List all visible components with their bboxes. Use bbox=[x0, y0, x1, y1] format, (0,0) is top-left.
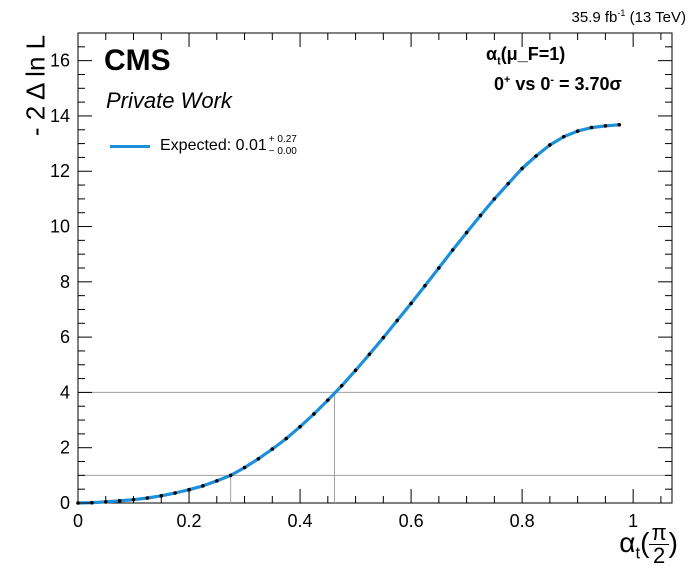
data-point bbox=[464, 230, 469, 235]
legend-error-down: − 0.00 bbox=[268, 146, 297, 157]
reference-lines bbox=[78, 391, 672, 503]
data-point bbox=[284, 436, 288, 441]
data-point bbox=[395, 318, 400, 323]
data-point bbox=[242, 465, 247, 470]
data-point bbox=[561, 134, 566, 139]
y-tick-label: 6 bbox=[60, 327, 70, 347]
data-point bbox=[339, 383, 344, 388]
legend: Expected: 0.01 + 0.27 − 0.00 bbox=[110, 134, 297, 158]
y-tick-label: 4 bbox=[60, 382, 70, 402]
data-point bbox=[228, 473, 233, 478]
x-tick-label: 0.8 bbox=[510, 511, 535, 531]
legend-label-expected: Expected: 0.01 bbox=[160, 137, 267, 154]
data-point bbox=[214, 479, 219, 483]
data-point bbox=[256, 456, 261, 461]
y-tick-label: 12 bbox=[50, 161, 70, 181]
y-tick-label: 10 bbox=[50, 217, 70, 237]
series-line bbox=[77, 123, 620, 505]
data-point bbox=[117, 498, 122, 503]
data-point bbox=[478, 213, 483, 218]
data-point bbox=[520, 166, 524, 171]
x-tick-label: 0.6 bbox=[399, 511, 424, 531]
y-tick-label: 16 bbox=[50, 51, 70, 71]
legend-swatch-expected bbox=[110, 144, 150, 148]
data-point bbox=[312, 412, 316, 416]
x-tick-label: 0.4 bbox=[288, 511, 313, 531]
data-point bbox=[603, 124, 608, 128]
data-point bbox=[423, 283, 427, 288]
experiment-label: CMS bbox=[104, 44, 171, 77]
data-point bbox=[326, 398, 330, 402]
data-point bbox=[145, 496, 150, 500]
x-tick-label: 1 bbox=[628, 511, 638, 531]
y-axis-label: - 2 Δ ln L bbox=[20, 34, 51, 137]
data-point bbox=[575, 129, 580, 133]
y-tick-label: 0 bbox=[60, 493, 70, 513]
data-point bbox=[409, 301, 413, 306]
x-axis-ticks: 0 0.2 0.4 0.6 0.8 1 bbox=[73, 33, 662, 531]
data-point bbox=[534, 154, 538, 158]
data-point bbox=[506, 181, 511, 186]
data-point bbox=[548, 143, 552, 147]
data-point bbox=[617, 122, 622, 127]
data-point bbox=[353, 368, 358, 373]
data-point bbox=[589, 125, 594, 130]
significance-label: 0+ vs 0- = 3.70σ bbox=[494, 74, 622, 94]
legend-error-up: + 0.27 bbox=[268, 134, 297, 145]
data-point bbox=[159, 494, 164, 498]
data-point bbox=[173, 491, 177, 495]
data-point bbox=[381, 335, 386, 340]
data-point bbox=[492, 197, 497, 201]
data-point bbox=[270, 447, 275, 451]
data-point bbox=[298, 424, 302, 429]
y-tick-label: 2 bbox=[60, 438, 70, 458]
luminosity-label: 35.9 fb-1 (13 TeV) bbox=[571, 8, 686, 26]
x-tick-label: 0.2 bbox=[177, 511, 202, 531]
status-label: Private Work bbox=[106, 88, 232, 113]
data-point bbox=[437, 266, 441, 270]
x-axis-label: αt(π 2) bbox=[619, 520, 678, 568]
x-tick-label: 0 bbox=[73, 511, 83, 531]
legend-error-stack: + 0.27 − 0.00 bbox=[269, 134, 297, 158]
y-axis-ticks: 0 2 4 6 8 10 12 14 16 bbox=[50, 32, 672, 513]
model-label: αt(μ_F=1) bbox=[486, 44, 566, 68]
data-point bbox=[450, 248, 455, 252]
data-point bbox=[367, 352, 372, 357]
series-expected bbox=[76, 122, 622, 505]
y-tick-label: 14 bbox=[50, 106, 70, 126]
y-tick-label: 8 bbox=[60, 272, 70, 292]
data-point bbox=[201, 484, 205, 488]
